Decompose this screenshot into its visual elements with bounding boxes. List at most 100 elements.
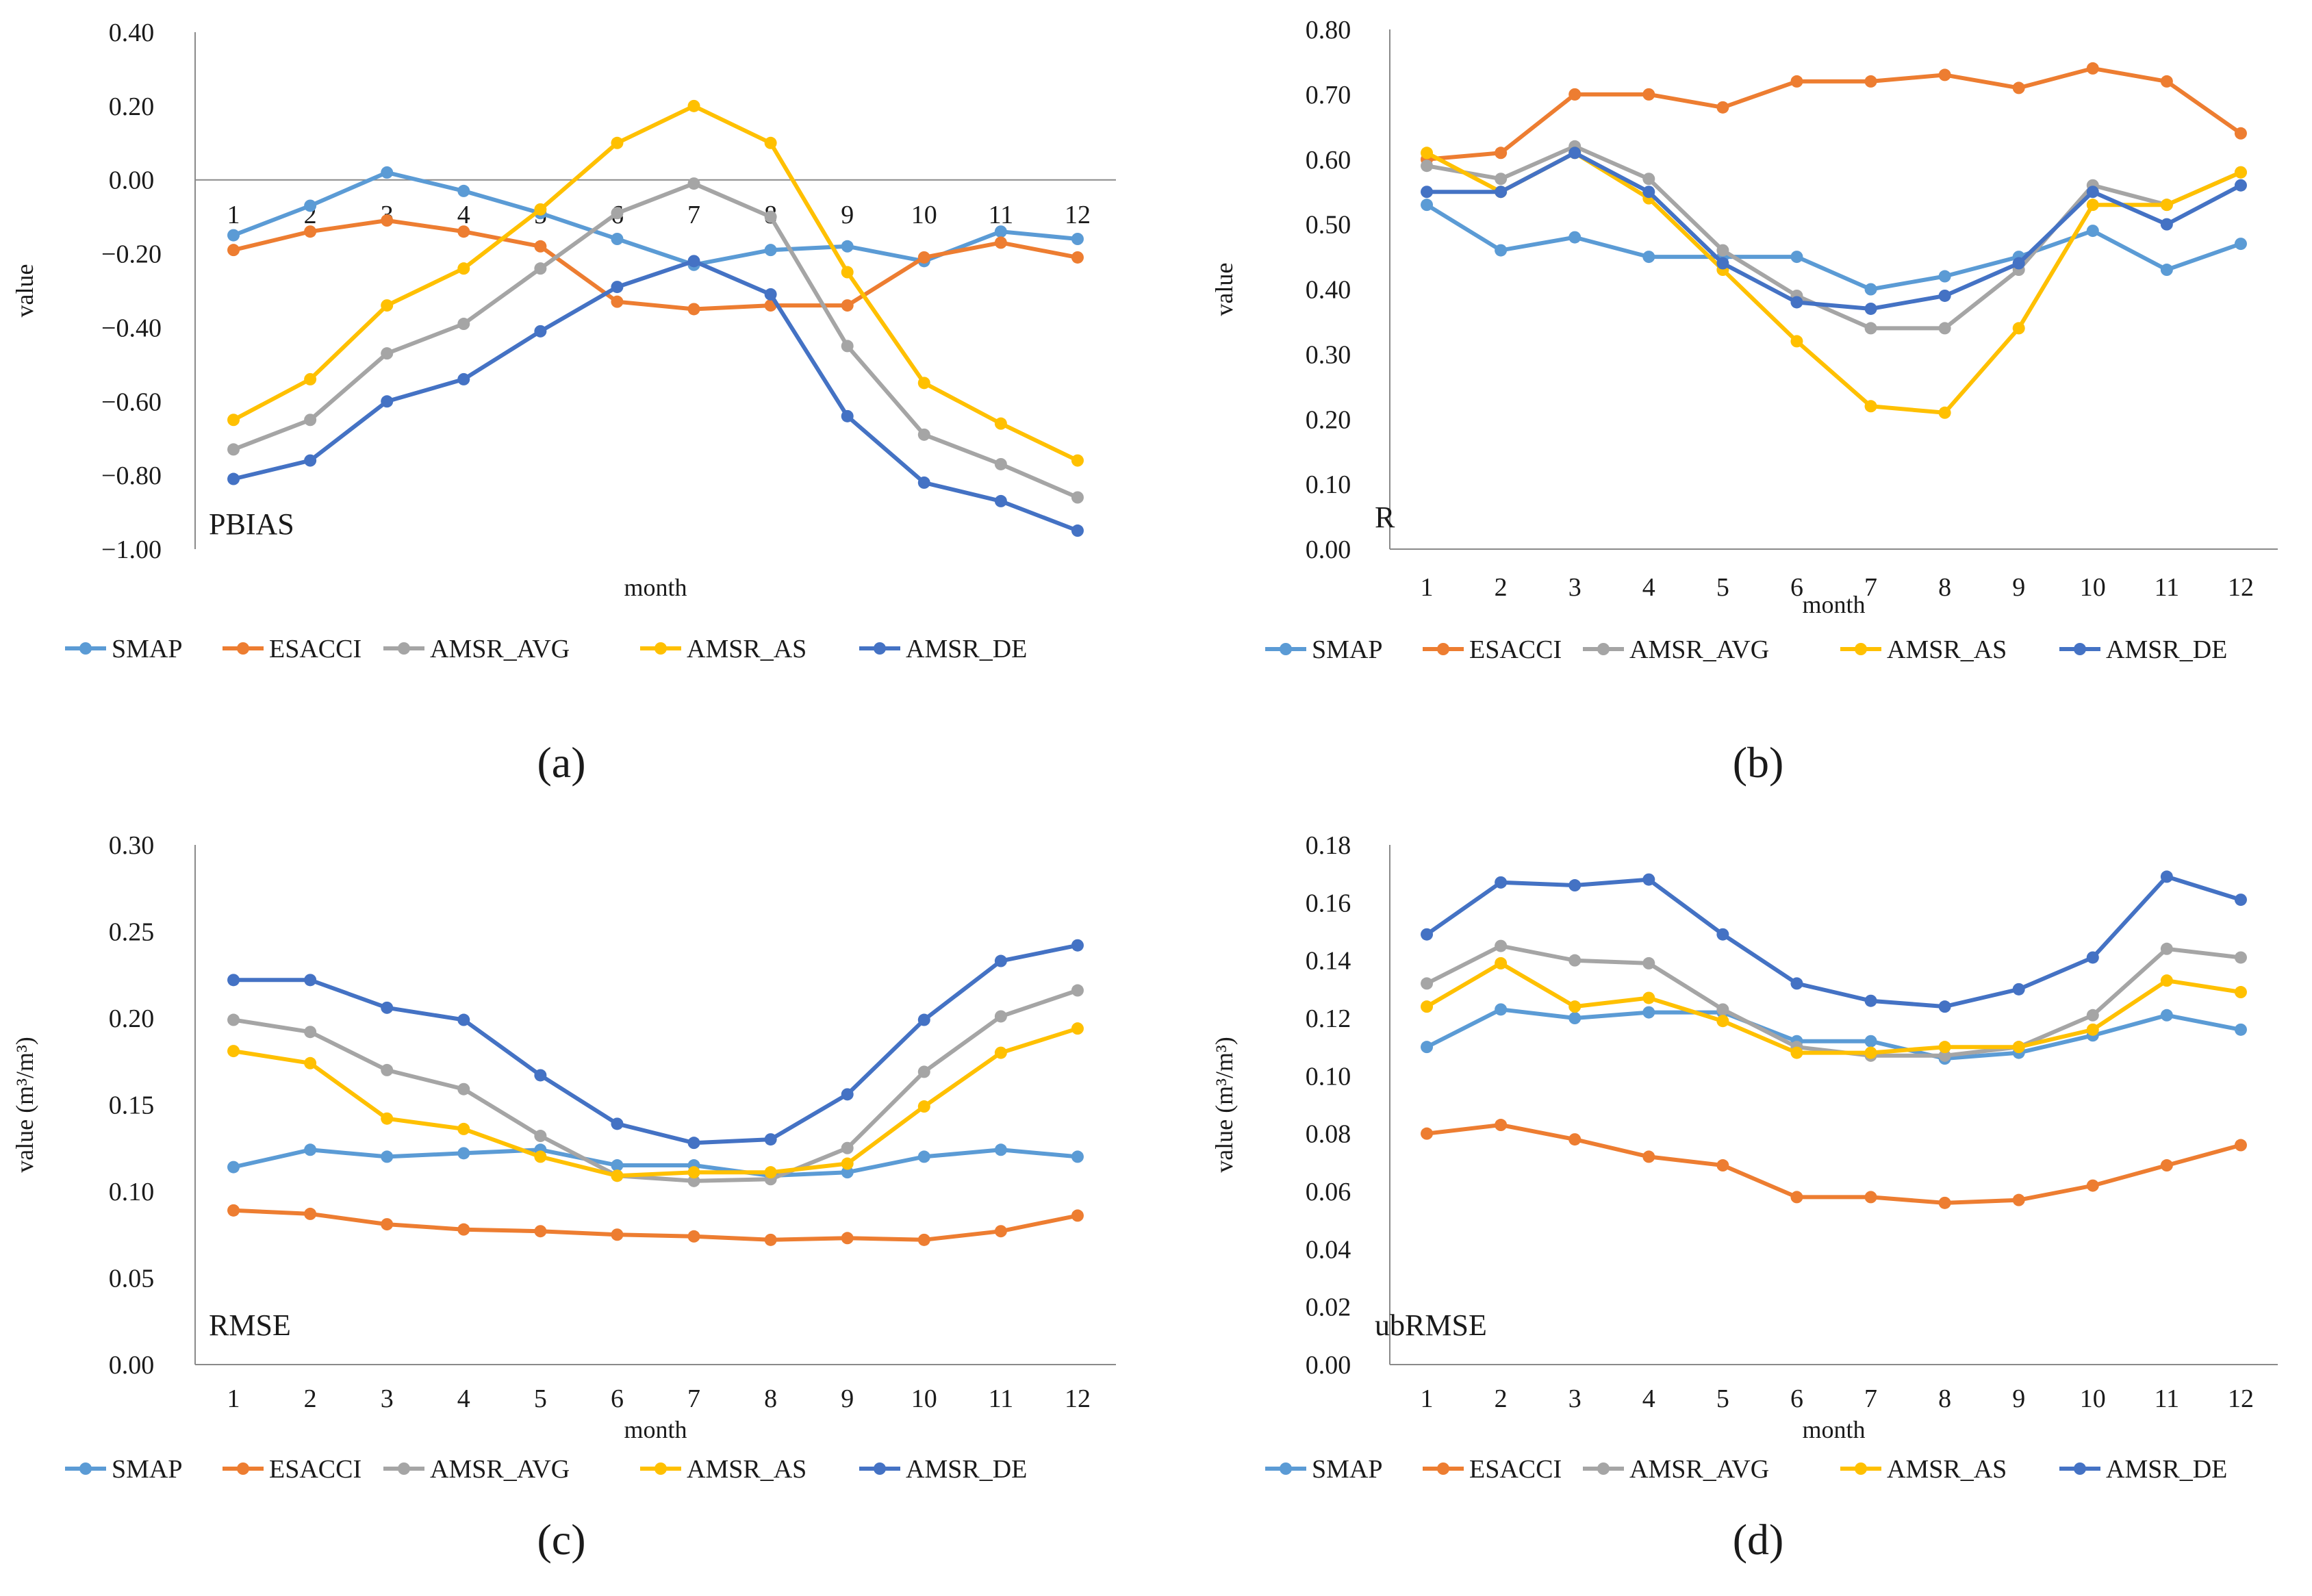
data-point-amsr_de: [1642, 873, 1655, 886]
data-point-amsr_de: [611, 281, 624, 294]
data-point-smap: [841, 240, 854, 253]
legend-marker: [1437, 643, 1449, 655]
data-point-amsr_avg: [304, 1026, 317, 1039]
data-point-amsr_de: [1938, 289, 1951, 302]
data-point-amsr_avg: [1642, 957, 1655, 970]
legend-label: AMSR_DE: [2106, 1455, 2227, 1484]
data-point-smap: [2160, 1009, 2173, 1022]
data-point-smap: [841, 1166, 854, 1179]
data-point-amsr_as: [381, 299, 394, 312]
data-point-esacci: [841, 1232, 854, 1245]
chart-panel-3: 0.300.250.200.150.100.050.001 2 3 4 5 6 7 8 9 10 1…: [11, 831, 1116, 1564]
data-point-smap: [1421, 199, 1434, 212]
data-point-smap: [2234, 1023, 2247, 1036]
legend-marker: [655, 1462, 667, 1475]
data-point-amsr_as: [2012, 1041, 2025, 1054]
data-point-amsr_de: [2086, 186, 2099, 199]
y-tick-label: −0.40: [101, 314, 162, 342]
data-point-amsr_de: [611, 1117, 624, 1130]
data-point-smap: [1790, 251, 1803, 264]
data-point-amsr_as: [1071, 454, 1084, 467]
metric-title: RMSE: [209, 1308, 291, 1342]
data-point-esacci: [1790, 75, 1803, 88]
y-tick-label: −1.00: [101, 535, 162, 564]
data-point-amsr_avg: [764, 210, 777, 223]
y-tick-label: 0.05: [109, 1265, 155, 1293]
x-axis-title: month: [1802, 1416, 1865, 1443]
data-point-amsr_as: [304, 1056, 317, 1069]
panel-caption: (b): [1733, 738, 1784, 787]
data-point-amsr_as: [917, 1100, 930, 1113]
y-tick-label: 0.20: [1306, 405, 1351, 434]
legend-label: SMAP: [1312, 1455, 1383, 1484]
data-point-amsr_de: [227, 974, 240, 987]
data-point-amsr_as: [611, 1169, 624, 1182]
data-point-amsr_de: [2234, 179, 2247, 192]
data-point-amsr_as: [1790, 335, 1803, 348]
x-tick-label: 5: [1716, 573, 1729, 602]
data-point-amsr_de: [1568, 147, 1581, 160]
y-tick-label: 0.00: [1306, 535, 1351, 564]
data-point-esacci: [1716, 101, 1729, 114]
data-point-amsr_as: [2160, 974, 2173, 987]
data-point-esacci: [1071, 251, 1084, 264]
data-point-amsr_de: [764, 1133, 777, 1146]
data-point-esacci: [687, 303, 700, 316]
data-point-amsr_de: [917, 1013, 930, 1026]
panel-caption: (d): [1733, 1515, 1784, 1564]
data-point-amsr_as: [1568, 1000, 1581, 1013]
data-point-esacci: [2012, 1193, 2025, 1206]
data-point-amsr_avg: [2234, 951, 2247, 964]
data-point-esacci: [994, 1225, 1007, 1238]
legend-marker: [2074, 643, 2086, 655]
x-tick-label: 12: [1065, 201, 1091, 229]
data-point-amsr_de: [457, 372, 470, 385]
data-point-smap: [227, 229, 240, 242]
x-tick-label: 12: [1065, 1384, 1091, 1413]
x-tick-label: 1: [227, 201, 240, 229]
series-line-amsr_avg: [232, 181, 1079, 500]
legend-marker: [79, 642, 92, 655]
legend-label: ESACCI: [1469, 635, 1562, 664]
data-point-amsr_as: [687, 99, 700, 112]
data-point-amsr_avg: [1495, 173, 1508, 186]
data-point-esacci: [611, 295, 624, 308]
series-line-esacci: [1426, 1123, 2241, 1205]
data-point-amsr_avg: [1716, 1003, 1729, 1016]
data-point-amsr_as: [1421, 147, 1434, 160]
data-point-esacci: [381, 214, 394, 227]
legend: SMAP ESACCI AMSR_AVG AMSR_AS AMSR_DE: [65, 635, 1027, 663]
legend-label: AMSR_AS: [1887, 635, 2007, 664]
x-tick-label: 2: [1495, 573, 1508, 602]
x-tick-label: 12: [2228, 1384, 2254, 1413]
data-point-amsr_de: [304, 454, 317, 467]
data-point-amsr_as: [457, 1122, 470, 1135]
data-point-smap: [1864, 283, 1877, 296]
legend-label: AMSR_AVG: [1629, 1455, 1769, 1484]
y-tick-label: 0.04: [1306, 1235, 1351, 1264]
data-point-esacci: [1864, 75, 1877, 88]
metric-title: PBIAS: [209, 507, 294, 541]
data-point-amsr_de: [1716, 257, 1729, 270]
data-point-amsr_avg: [994, 457, 1007, 470]
data-point-smap: [1642, 251, 1655, 264]
data-point-smap: [2234, 238, 2247, 251]
data-point-amsr_as: [534, 1150, 547, 1163]
data-point-smap: [457, 184, 470, 197]
x-tick-label: 6: [611, 1384, 624, 1413]
legend-label: AMSR_AVG: [430, 635, 570, 663]
x-tick-label: 7: [1864, 1384, 1877, 1413]
y-tick-label: −0.60: [101, 388, 162, 416]
data-point-esacci: [1642, 88, 1655, 101]
data-point-amsr_as: [457, 262, 470, 275]
data-point-amsr_as: [1790, 1046, 1803, 1059]
data-point-amsr_de: [534, 1069, 547, 1082]
legend-marker: [874, 642, 886, 655]
data-point-amsr_avg: [534, 1130, 547, 1143]
x-tick-label: 10: [2080, 573, 2106, 602]
data-point-esacci: [2160, 75, 2173, 88]
legend: SMAP ESACCI AMSR_AVG AMSR_AS AMSR_DE: [1265, 635, 2227, 664]
data-point-smap: [1495, 1003, 1508, 1016]
data-point-amsr_avg: [611, 207, 624, 220]
